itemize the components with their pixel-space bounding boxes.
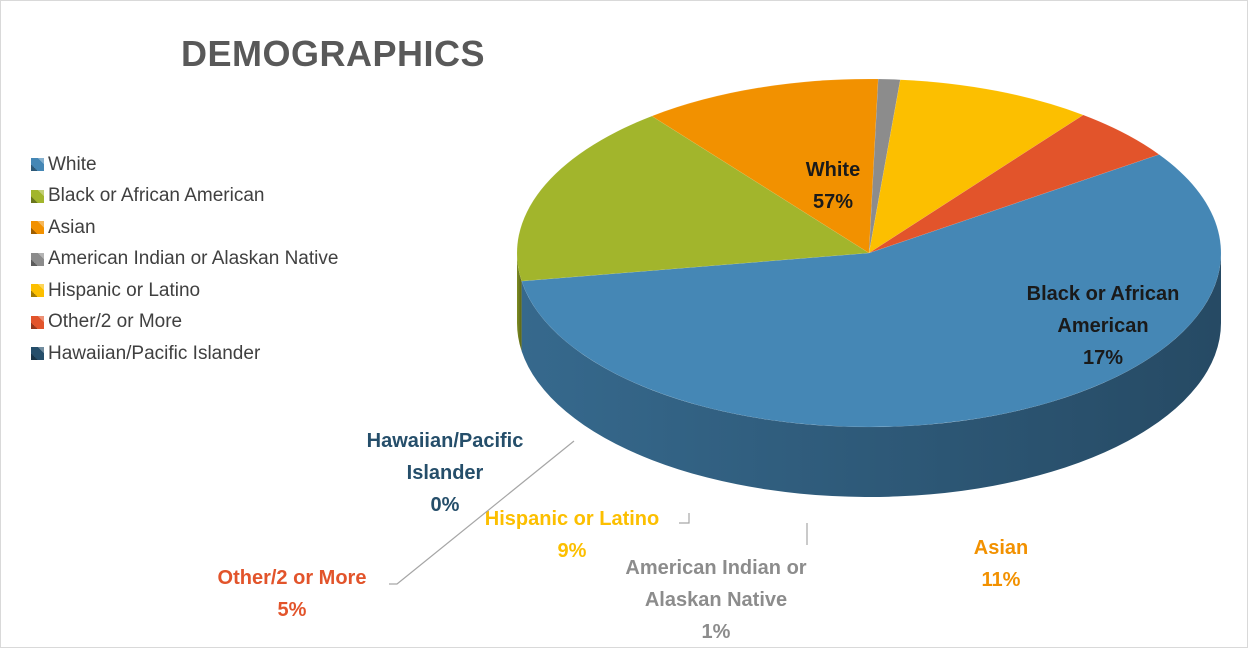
data-label-american-indian-or-alaskan-native: American Indian or Alaskan Native 1% <box>625 557 806 643</box>
leader-line-other <box>389 440 575 585</box>
legend-label: Hispanic or Latino <box>48 279 201 301</box>
data-label-american-indian-or-alaskan-native-line: 1% <box>702 621 731 643</box>
legend-swatch <box>31 221 44 235</box>
data-label-other-2-or-more-line: 5% <box>278 599 307 621</box>
data-label-white: White 57% <box>806 159 860 213</box>
legend-item-american-indian-or-alaskan-native: American Indian or Alaskan Native <box>31 244 338 276</box>
legend-swatch <box>31 189 44 203</box>
legend-swatch <box>31 347 44 361</box>
data-label-asian: Asian 11% <box>974 537 1028 591</box>
data-label-white-line: 57% <box>813 191 853 213</box>
legend-label: American Indian or Alaskan Native <box>48 248 339 270</box>
pie-top <box>516 78 1222 428</box>
data-label-black-or-african-american-line: Black or African <box>1027 283 1180 305</box>
data-label-white-line: White <box>806 159 860 181</box>
pie-slice-asian <box>651 78 879 254</box>
pie-slice-other-2-or-more <box>868 114 1160 254</box>
data-label-hispanic-or-latino: Hispanic or Latino 9% <box>485 508 659 562</box>
legend-item-hispanic-or-latino: Hispanic or Latino <box>31 275 338 307</box>
legend-swatch <box>31 284 44 298</box>
leader-line-hispanic <box>679 513 690 524</box>
data-label-black-or-african-american: Black or African American 17% <box>1027 283 1180 369</box>
legend: White Black or African American Asian Ameri… <box>31 149 338 370</box>
legend-label: Asian <box>48 216 96 238</box>
data-labels: White 57% Black or African American 17% Asian… <box>218 159 1180 643</box>
pie-sides <box>517 253 1221 498</box>
leader-lines <box>389 440 808 585</box>
legend-label: Other/2 or More <box>48 311 183 333</box>
data-label-hawaiian-pacific-islander-line: Islander <box>407 462 484 484</box>
data-label-asian-line: 11% <box>982 569 1021 591</box>
data-label-hawaiian-pacific-islander-line: 0% <box>431 494 460 516</box>
legend-item-asian: Asian <box>31 212 338 244</box>
pie-slice-black-or-african-american <box>516 115 870 282</box>
data-label-hawaiian-pacific-islander-line: Hawaiian/Pacific <box>367 430 524 452</box>
legend-item-other-2-or-more: Other/2 or More <box>31 307 338 339</box>
pie-slice-american-indian-or-alaskan-native <box>868 78 901 254</box>
data-label-black-or-african-american-line: 17% <box>1083 347 1123 369</box>
legend-item-black-or-african-american: Black or African American <box>31 181 338 213</box>
pie-side-black-or-african-american <box>517 253 522 352</box>
pie-side-white <box>521 253 1221 498</box>
data-label-other-2-or-more-line: Other/2 or More <box>218 567 367 589</box>
pie-slice-white <box>521 154 1222 428</box>
legend-swatch <box>31 158 44 172</box>
legend-label: Hawaiian/Pacific Islander <box>48 342 261 364</box>
legend-label: White <box>48 153 97 175</box>
data-label-hawaiian-pacific-islander: Hawaiian/Pacific Islander 0% <box>367 430 524 516</box>
legend-swatch <box>31 315 44 329</box>
legend-label: Black or African American <box>48 185 265 207</box>
data-label-black-or-african-american-line: American <box>1057 315 1148 337</box>
legend-item-white: White <box>31 149 338 181</box>
data-label-american-indian-or-alaskan-native-line: Alaskan Native <box>645 589 787 611</box>
data-label-other-2-or-more: Other/2 or More 5% <box>218 567 367 621</box>
legend-swatch <box>31 252 44 266</box>
legend-item-hawaiian-pacific-islander: Hawaiian/Pacific Islander <box>31 338 338 370</box>
chart-title: DEMOGRAPHICS <box>181 33 486 74</box>
pie-slice-hispanic-or-latino <box>868 79 1084 254</box>
data-label-american-indian-or-alaskan-native-line: American Indian or <box>625 557 806 579</box>
data-label-asian-line: Asian <box>974 537 1028 559</box>
data-label-hispanic-or-latino-line: 9% <box>558 540 587 562</box>
data-label-hispanic-or-latino-line: Hispanic or Latino <box>485 508 659 530</box>
